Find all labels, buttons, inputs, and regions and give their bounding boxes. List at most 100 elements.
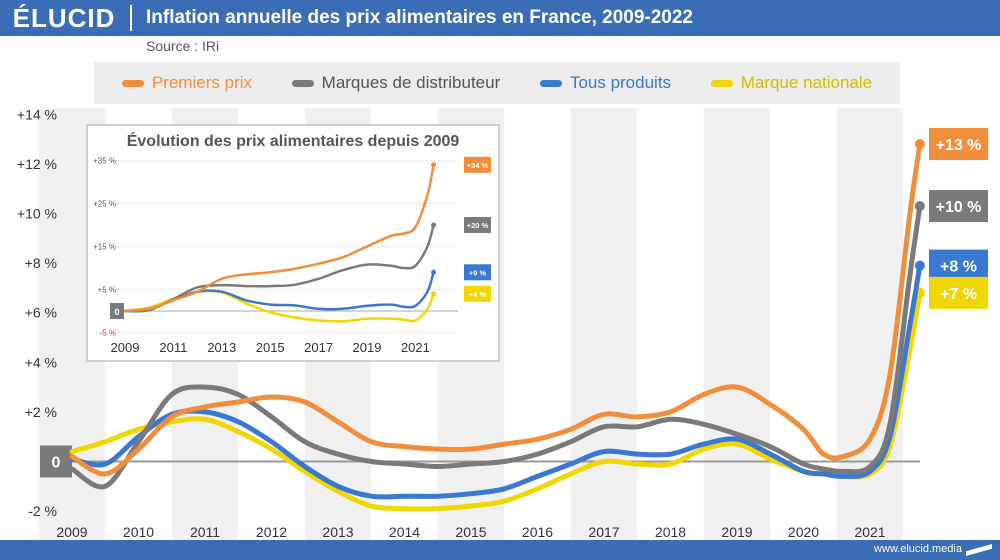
end-label-box xyxy=(929,276,988,309)
end-label-box xyxy=(929,249,988,282)
y-tick-label: -2 % xyxy=(28,503,57,519)
inset-end-label-box xyxy=(464,285,491,302)
inset-end-label: +34 % xyxy=(467,161,489,170)
inset-y-tick-label: +5 % xyxy=(98,286,116,295)
legend-label-tous-produits: Tous produits xyxy=(569,73,672,92)
inset-series-line xyxy=(123,163,435,313)
x-tick-label: 2020 xyxy=(788,524,819,540)
inset-x-axis-ticks: 2009 2011 2013 2015 2017 2019 2021 xyxy=(111,340,430,355)
inset-x-tick-label: 2009 xyxy=(111,340,140,355)
y-tick-label: +14 % xyxy=(17,106,57,122)
inset-end-label: +4 % xyxy=(469,290,487,299)
inset-end-label: +20 % xyxy=(467,221,489,230)
inset-series-line xyxy=(123,223,435,313)
y-tick-label: +4 % xyxy=(25,354,57,370)
inset-end-label-box xyxy=(464,156,491,173)
series-line xyxy=(69,203,923,490)
x-tick-label: 2013 xyxy=(322,524,353,540)
year-band xyxy=(637,108,704,540)
x-tick-label: 2017 xyxy=(588,524,619,540)
header-bar: ÉLUCID Inflation annuelle des prix alime… xyxy=(0,0,1000,36)
bottom-bar xyxy=(0,540,1000,560)
inset-y-tick-label: +15 % xyxy=(93,243,116,252)
inset-series-end-point xyxy=(431,162,437,168)
inset-title: Évolution des prix alimentaires depuis 2… xyxy=(127,131,460,150)
zero-marker xyxy=(40,445,72,478)
header-divider xyxy=(130,5,132,31)
inset-line-chart: Évolution des prix alimentaires depuis 2… xyxy=(93,131,491,355)
inset-end-label-box xyxy=(464,264,491,281)
inset-x-tick-label: 2013 xyxy=(207,340,236,355)
legend-item-tous-produits: Tous produits xyxy=(539,73,672,93)
legend-swatch-premiers-prix xyxy=(121,79,144,87)
year-band xyxy=(570,108,638,540)
inset-x-tick-label: 2021 xyxy=(401,340,430,355)
y-tick-label: +8 % xyxy=(25,255,57,271)
end-label: +10 % xyxy=(936,199,982,216)
series-line xyxy=(69,141,923,477)
legend-label-premiers-prix: Premiers prix xyxy=(151,73,252,92)
legend-swatch-mdd xyxy=(291,79,314,87)
x-tick-label: 2009 xyxy=(56,524,87,540)
x-tick-label: 2010 xyxy=(123,524,154,540)
inset-end-label: +9 % xyxy=(469,268,487,277)
inset-zero-marker xyxy=(110,303,124,319)
end-label-box xyxy=(929,128,988,161)
y-tick-label: +6 % xyxy=(25,305,57,321)
inset-series-line xyxy=(123,271,435,313)
legend-swatch-marque-nationale xyxy=(710,79,733,87)
inset-grid: +35 % +25 % +15 % +5 % -5 % 0 xyxy=(93,157,458,338)
inset-x-tick-label: 2019 xyxy=(353,340,382,355)
y-axis-ticks: +14 % +12 % +10 % +8 % +6 % +4 % +2 % -2 % xyxy=(17,106,57,519)
inset-series-end-point xyxy=(431,222,437,228)
inset-x-tick-label: 2015 xyxy=(256,340,285,355)
end-label: +8 % xyxy=(940,259,977,276)
inset-end-label-box xyxy=(464,217,491,233)
legend-item-mdd: Marques de distributeur xyxy=(291,73,501,93)
end-label: +7 % xyxy=(940,286,977,303)
x-tick-label: 2019 xyxy=(721,524,752,540)
legend-label-mdd: Marques de distributeur xyxy=(321,73,501,92)
legend-item-premiers-prix: Premiers prix xyxy=(121,73,252,93)
chart-title: Inflation annuelle des prix alimentaires… xyxy=(146,7,694,28)
x-tick-label: 2018 xyxy=(655,524,686,540)
end-label: +13 % xyxy=(936,137,982,154)
elucid-logo[interactable]: ÉLUCID xyxy=(0,0,128,36)
inset-y-tick-label: -5 % xyxy=(100,329,116,338)
x-tick-label: 2011 xyxy=(190,524,220,540)
series-end-point xyxy=(914,201,925,212)
zero-label: 0 xyxy=(52,455,61,472)
x-tick-label: 2012 xyxy=(256,524,287,540)
x-axis-ticks: 2009 2010 2011 2012 2013 2014 2015 2016 2017 2018… xyxy=(56,524,885,540)
x-tick-label: 2016 xyxy=(522,524,553,540)
inset-y-tick-label: +35 % xyxy=(93,157,116,166)
source-note: Source : IRi xyxy=(146,38,220,54)
series-end-point xyxy=(914,139,925,150)
legend-label-marque-nationale: Marque nationale xyxy=(740,73,873,92)
inset-series-end-point xyxy=(431,269,437,275)
y-tick-label: +2 % xyxy=(25,404,57,420)
end-labels: +13 % +10 % +8 % +7 % xyxy=(929,128,988,309)
inset-y-tick-label: +25 % xyxy=(93,200,116,209)
series-lines xyxy=(69,139,925,512)
footer-website[interactable]: www.elucid.media xyxy=(873,543,962,555)
year-band xyxy=(703,108,771,540)
y-tick-label: +12 % xyxy=(17,156,57,172)
legend-item-marque-nationale: Marque nationale xyxy=(710,73,873,93)
inset-x-tick-label: 2017 xyxy=(304,340,333,355)
legend-swatch-tous-produits xyxy=(539,79,562,87)
inset-x-tick-label: 2011 xyxy=(159,340,187,355)
x-tick-label: 2015 xyxy=(455,524,486,540)
inset-chart-panel: Évolution des prix alimentaires depuis 2… xyxy=(86,124,500,362)
inset-series-lines xyxy=(123,162,437,323)
x-tick-label: 2014 xyxy=(389,524,420,540)
inset-zero-label: 0 xyxy=(114,307,119,317)
series-end-point xyxy=(914,260,925,271)
inset-end-labels: +34 % +20 % +9 % +4 % xyxy=(464,156,491,302)
x-tick-label: 2021 xyxy=(854,524,885,540)
y-tick-label: +10 % xyxy=(17,206,57,222)
series-line xyxy=(69,263,923,500)
end-label-box xyxy=(929,190,988,223)
inset-series-end-point xyxy=(431,291,437,297)
legend: Premiers prix Marques de distributeur To… xyxy=(94,62,900,104)
